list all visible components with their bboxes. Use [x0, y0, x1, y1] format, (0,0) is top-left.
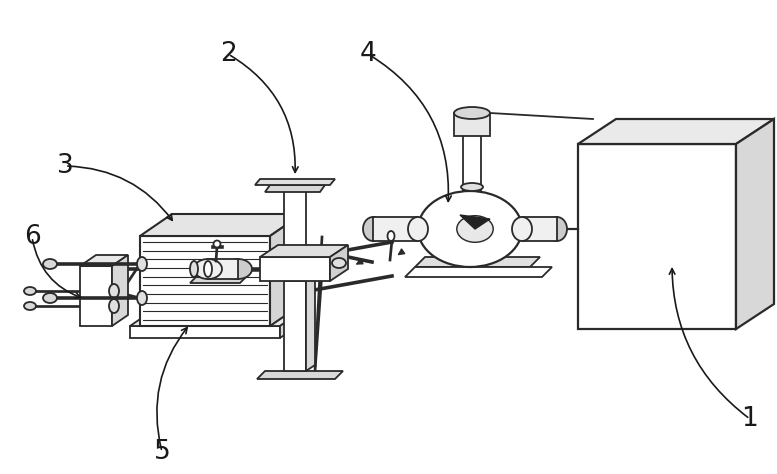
- Ellipse shape: [194, 259, 222, 279]
- Polygon shape: [112, 255, 128, 326]
- Ellipse shape: [24, 287, 36, 295]
- Ellipse shape: [43, 259, 57, 269]
- Polygon shape: [257, 371, 343, 379]
- Polygon shape: [306, 275, 315, 371]
- Text: 2: 2: [220, 41, 236, 67]
- Text: 3: 3: [57, 153, 73, 179]
- Polygon shape: [260, 257, 330, 281]
- Polygon shape: [208, 259, 238, 279]
- Ellipse shape: [109, 284, 119, 298]
- Ellipse shape: [457, 216, 493, 242]
- Polygon shape: [284, 187, 306, 257]
- Ellipse shape: [109, 299, 119, 313]
- Text: 6: 6: [23, 224, 40, 250]
- Polygon shape: [330, 245, 348, 281]
- Polygon shape: [255, 179, 335, 185]
- Ellipse shape: [24, 302, 36, 310]
- Ellipse shape: [512, 217, 532, 241]
- Ellipse shape: [137, 257, 147, 271]
- Ellipse shape: [454, 107, 490, 119]
- Ellipse shape: [204, 261, 212, 277]
- Ellipse shape: [224, 259, 252, 279]
- Polygon shape: [578, 144, 736, 329]
- Ellipse shape: [363, 217, 383, 241]
- Ellipse shape: [418, 191, 522, 267]
- Polygon shape: [80, 255, 128, 266]
- Polygon shape: [140, 236, 270, 326]
- Polygon shape: [260, 245, 348, 257]
- Polygon shape: [80, 266, 112, 326]
- Polygon shape: [578, 119, 774, 144]
- Ellipse shape: [190, 261, 198, 277]
- Polygon shape: [140, 214, 302, 236]
- Ellipse shape: [137, 291, 147, 305]
- Text: 1: 1: [741, 406, 758, 432]
- Text: 4: 4: [360, 41, 376, 67]
- Polygon shape: [280, 304, 312, 338]
- Polygon shape: [130, 326, 280, 338]
- Polygon shape: [265, 185, 325, 192]
- Polygon shape: [522, 217, 557, 241]
- Ellipse shape: [408, 217, 428, 241]
- Polygon shape: [190, 277, 246, 283]
- Polygon shape: [373, 217, 418, 241]
- Circle shape: [214, 240, 221, 247]
- Ellipse shape: [547, 217, 567, 241]
- Text: 5: 5: [154, 439, 170, 465]
- Polygon shape: [454, 113, 490, 136]
- Polygon shape: [736, 119, 774, 329]
- Ellipse shape: [332, 258, 346, 268]
- Polygon shape: [284, 281, 306, 371]
- Ellipse shape: [461, 183, 483, 191]
- Polygon shape: [415, 257, 540, 267]
- Ellipse shape: [388, 231, 395, 241]
- Polygon shape: [270, 214, 302, 326]
- Ellipse shape: [43, 293, 57, 303]
- Polygon shape: [460, 215, 490, 229]
- Polygon shape: [130, 304, 312, 326]
- Polygon shape: [405, 267, 552, 277]
